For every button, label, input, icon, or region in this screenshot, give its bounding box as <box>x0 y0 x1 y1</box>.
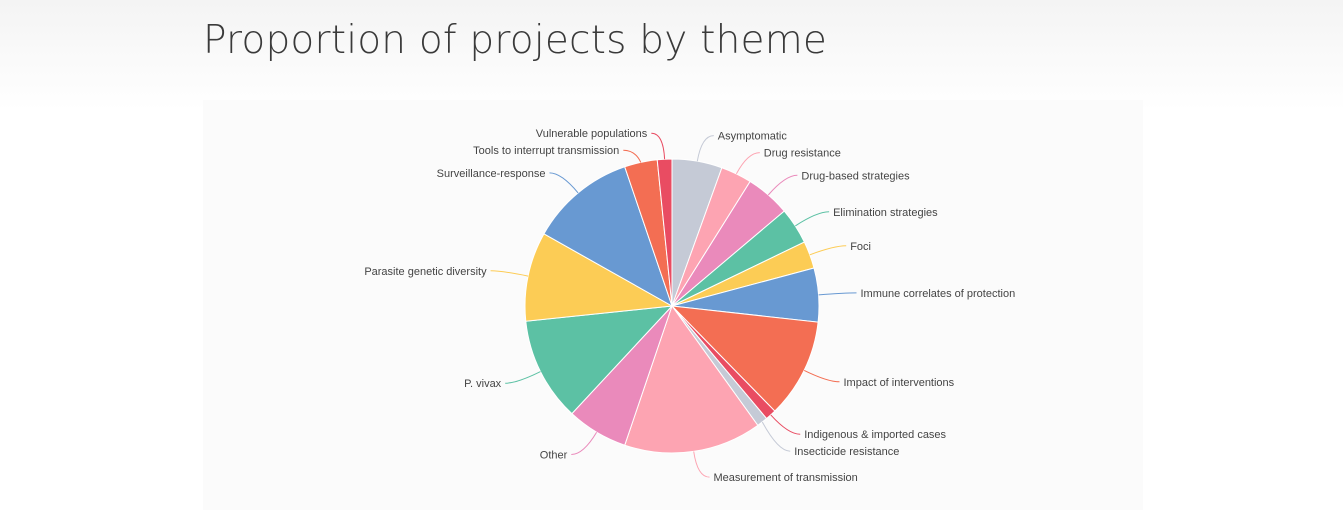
pie-label-surveillance-response: Surveillance-response <box>437 168 546 180</box>
pie-leader-line <box>623 149 642 163</box>
pie-slice-surveillance-response[interactable] <box>543 166 673 308</box>
pie-leader-line <box>735 152 760 175</box>
pie-label-p-vivax: P. vivax <box>464 378 502 390</box>
chart-panel: Asymptomatic Drug resistance Drug-based st… <box>203 100 1143 510</box>
pie-leader-line <box>693 451 710 478</box>
pie-leader-line <box>651 132 666 160</box>
pie-label-impact-of-interventions: Impact of interventions <box>844 377 955 389</box>
pie-slice-measurement-of-transmission[interactable] <box>624 304 759 454</box>
pie-leader-line <box>795 211 830 227</box>
pie-leader-line <box>505 371 541 384</box>
pie-leader-line <box>696 135 714 162</box>
pie-label-tools-to-interrupt-transmission: Tools to interrupt transmission <box>473 145 619 157</box>
pie-label-indigenous-imported-cases: Indigenous & imported cases <box>804 429 946 441</box>
pie-leader-line <box>803 369 840 383</box>
pie-leader-line <box>767 174 798 196</box>
pie-label-foci: Foci <box>850 241 871 253</box>
pie-label-drug-based-strategies: Drug-based strategies <box>801 170 910 182</box>
pie-label-other: Other <box>540 450 568 462</box>
pie-leader-line <box>809 245 847 256</box>
pie-leader-line <box>770 414 801 435</box>
pie-leader-line <box>571 431 598 455</box>
pie-label-insecticide-resistance: Insecticide resistance <box>794 446 899 458</box>
pie-label-asymptomatic: Asymptomatic <box>718 131 788 143</box>
pie-label-drug-resistance: Drug resistance <box>764 148 841 160</box>
pie-leader-line <box>490 270 529 277</box>
pie-label-elimination-strategies: Elimination strategies <box>833 207 938 219</box>
pie-leader-line <box>549 172 579 194</box>
pie-leader-line <box>818 292 857 296</box>
pie-slice-impact-of-interventions[interactable] <box>670 305 819 412</box>
pie-slices <box>524 158 820 454</box>
pie-slice-p-vivax[interactable] <box>525 305 674 415</box>
page-title: Proportion of projects by theme <box>203 18 828 63</box>
pie-label-immune-correlates-of-protection: Immune correlates of protection <box>861 288 1016 300</box>
pie-chart: Asymptomatic Drug resistance Drug-based st… <box>364 128 1015 484</box>
pie-label-parasite-genetic-diversity: Parasite genetic diversity <box>364 266 487 278</box>
pie-label-measurement-of-transmission: Measurement of transmission <box>714 472 858 484</box>
pie-label-vulnerable-populations: Vulnerable populations <box>536 128 648 140</box>
pie-labels: Asymptomatic Drug resistance Drug-based st… <box>364 128 1015 484</box>
pie-leader-line <box>761 421 791 452</box>
pie-slice-parasite-genetic-diversity[interactable] <box>524 233 674 322</box>
header-band <box>0 0 1343 110</box>
